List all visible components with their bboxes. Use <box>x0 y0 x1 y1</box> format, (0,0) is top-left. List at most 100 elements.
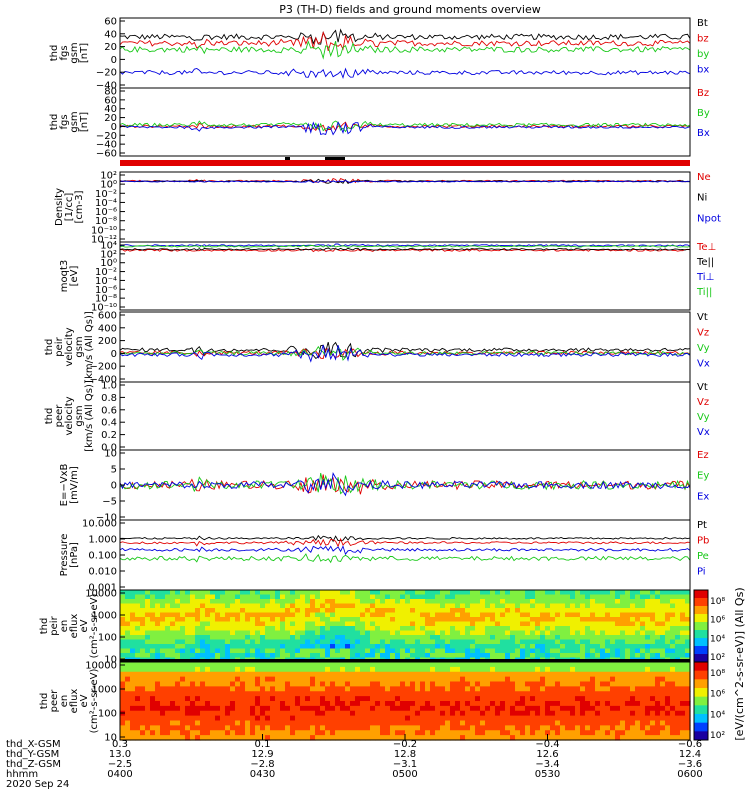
spectrogram-cell <box>670 686 676 692</box>
spectrogram-cell <box>220 686 226 692</box>
spectrogram-cell <box>320 617 326 623</box>
y-tick-label: 10⁻⁸ <box>95 216 117 227</box>
spectrogram-cell <box>175 662 181 668</box>
spectrogram-cell <box>320 696 326 702</box>
spectrogram-cell <box>195 735 201 741</box>
spectrogram-cell <box>520 671 526 678</box>
spectrogram-cell <box>470 662 476 668</box>
y-tick-label: 10⁻⁶ <box>95 207 117 218</box>
spectrogram-cell <box>215 612 221 618</box>
spectrogram-cell <box>485 599 491 605</box>
spectrogram-cell <box>495 630 501 636</box>
spectrogram-cell <box>455 644 461 650</box>
spectrogram-cell <box>320 635 326 641</box>
spectrogram-cell <box>185 676 191 683</box>
spectrogram-cell <box>670 676 676 683</box>
y-tick-label: 600 <box>98 311 117 322</box>
spectrogram-cell <box>685 730 691 736</box>
y-axis-label: gsm <box>74 405 85 426</box>
spectrogram-cell <box>290 715 296 722</box>
spectrogram-cell <box>510 696 516 702</box>
spectrogram-cell <box>565 705 571 712</box>
spectrogram-cell <box>460 691 466 697</box>
spectrogram-cell <box>660 720 666 726</box>
spectrogram-cell <box>315 720 321 726</box>
spectrogram-cell <box>295 653 301 659</box>
spectrogram-cell <box>685 725 691 731</box>
spectrogram-cell <box>670 662 676 668</box>
spectrogram-cell <box>440 730 446 736</box>
spectrogram-cell <box>270 696 276 702</box>
spectrogram-cell <box>645 696 651 702</box>
spectrogram-cell <box>430 686 436 692</box>
spectrogram-cell <box>260 603 266 609</box>
spectrogram-cell <box>355 617 361 623</box>
spectrogram-cell <box>170 725 176 731</box>
spectrogram-cell <box>535 735 541 741</box>
spectrogram-cell <box>385 725 391 731</box>
spectrogram-cell <box>395 594 401 600</box>
spectrogram-cell <box>220 701 226 707</box>
spectrogram-cell <box>190 681 196 687</box>
y-axis-label: thd <box>49 45 60 62</box>
spectrogram-cell <box>535 730 541 736</box>
spectrogram-cell <box>540 653 546 659</box>
spectrogram-cell <box>385 710 391 717</box>
spectrogram-cell <box>630 676 636 683</box>
spectrogram-cell <box>445 662 451 668</box>
spectrogram-cell <box>195 594 201 600</box>
spectrogram-cell <box>370 735 376 741</box>
spectrogram-cell <box>210 686 216 692</box>
spectrogram-cell <box>200 725 206 731</box>
spectrogram-cell <box>685 681 691 687</box>
spectrogram-cell <box>685 621 691 627</box>
spectrogram-cell <box>675 686 681 692</box>
spectrogram-cell <box>435 705 441 712</box>
spectrogram-cell <box>635 705 641 712</box>
spectrogram-cell <box>565 608 571 614</box>
spectrogram-cell <box>130 644 136 650</box>
spectrogram-cell <box>350 608 356 614</box>
spectrogram-cell <box>585 644 591 650</box>
spectrogram-cell <box>360 621 366 627</box>
spectrogram-cell <box>650 705 656 712</box>
spectrogram-cell <box>285 671 291 678</box>
spectrogram-cell <box>525 666 531 673</box>
spectrogram-cell <box>290 666 296 673</box>
spectrogram-cell <box>220 621 226 627</box>
spectrogram-cell <box>390 735 396 741</box>
spectrogram-cell <box>360 710 366 717</box>
spectrogram-cell <box>195 644 201 650</box>
spectrogram-cell <box>320 715 326 722</box>
spectrogram-cell <box>425 662 431 668</box>
spectrogram-cell <box>645 691 651 697</box>
spectrogram-cell <box>175 686 181 692</box>
spectrogram-cell <box>605 715 611 722</box>
spectrogram-cell <box>380 626 386 632</box>
spectrogram-cell <box>235 735 241 741</box>
spectrogram-cell <box>675 725 681 731</box>
spectrogram-cell <box>220 705 226 712</box>
spectrogram-cell <box>475 710 481 717</box>
spectrogram-cell <box>335 590 341 596</box>
spectrogram-cell <box>545 730 551 736</box>
spectrogram-cell <box>425 648 431 654</box>
spectrogram-cell <box>645 621 651 627</box>
spectrogram-cell <box>585 662 591 668</box>
spectrogram-cell <box>500 735 506 741</box>
spectrogram-cell <box>395 621 401 627</box>
y-tick-label: 60 <box>104 17 117 28</box>
spectrogram-cell <box>220 653 226 659</box>
y-tick-label: 40 <box>104 29 117 40</box>
spectrogram-cell <box>440 735 446 741</box>
spectrogram-cell <box>675 701 681 707</box>
spectrogram-cell <box>245 730 251 736</box>
spectrogram-cell <box>220 691 226 697</box>
spectrogram-cell <box>125 715 131 722</box>
spectrogram-cell <box>355 644 361 650</box>
spectrogram-cell <box>305 710 311 717</box>
spectrogram-cell <box>495 635 501 641</box>
spectrogram-cell <box>180 590 186 596</box>
spectrogram-cell <box>630 735 636 741</box>
spectrogram-cell <box>485 590 491 596</box>
